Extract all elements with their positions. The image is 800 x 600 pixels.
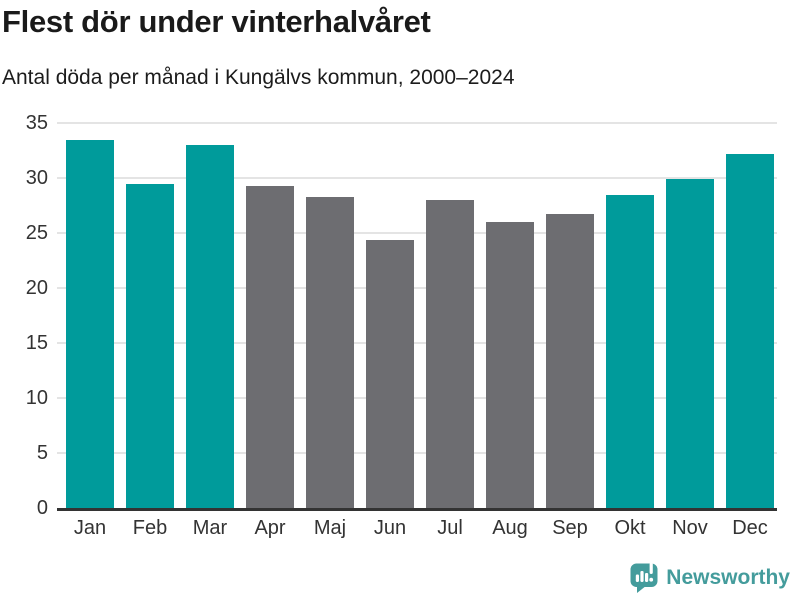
bar-okt xyxy=(606,194,654,508)
x-tick-label-jun: Jun xyxy=(373,517,407,539)
bar-apr xyxy=(246,185,294,508)
x-tick-label-mar: Mar xyxy=(192,517,228,539)
x-tick-label-dec: Dec xyxy=(732,517,768,539)
bar-aug xyxy=(486,222,534,508)
bar-sep xyxy=(546,214,594,508)
x-tick-label-aug: Aug xyxy=(492,517,528,539)
x-tick-label-maj: Maj xyxy=(313,517,347,539)
y-tick-label-0: 0 xyxy=(36,497,48,519)
x-tick-label-jan: Jan xyxy=(73,517,107,539)
y-tick-label-30: 30 xyxy=(25,167,48,189)
gridline-y-30 xyxy=(57,177,777,179)
gridline-y-20 xyxy=(57,287,777,289)
newsworthy-logo-text: Newsworthy xyxy=(666,565,790,589)
bar-mar xyxy=(186,145,234,508)
gridline-y-25 xyxy=(57,232,777,234)
y-tick-label-10: 10 xyxy=(25,387,48,409)
gridline-y-10 xyxy=(57,397,777,399)
y-tick-label-20: 20 xyxy=(25,277,48,299)
bar-jul xyxy=(426,200,474,508)
x-tick-label-feb: Feb xyxy=(132,517,168,539)
chart-title: Flest dör under vinterhalvåret xyxy=(2,4,431,39)
x-tick-label-jul: Jul xyxy=(437,517,463,539)
bar-nov xyxy=(666,179,714,508)
bar-jan xyxy=(66,139,114,508)
bar-dec xyxy=(726,153,774,508)
gridline-y-5 xyxy=(57,452,777,454)
y-tick-label-35: 35 xyxy=(25,112,48,134)
newsworthy-logo: Newsworthy xyxy=(629,561,790,594)
chart-subtitle: Antal döda per månad i Kungälvs kommun, … xyxy=(2,66,515,89)
bar-jun xyxy=(366,239,414,508)
gridline-y-35 xyxy=(57,122,777,124)
gridline-y-15 xyxy=(57,342,777,344)
x-tick-label-sep: Sep xyxy=(552,517,588,539)
y-tick-label-5: 5 xyxy=(36,442,48,464)
x-tick-label-apr: Apr xyxy=(254,517,286,539)
x-tick-label-nov: Nov xyxy=(672,517,708,539)
bar-maj xyxy=(306,196,354,508)
x-tick-label-okt: Okt xyxy=(614,517,646,539)
newsworthy-speech-bubble-bar-chart-icon xyxy=(630,562,658,593)
plot-area xyxy=(57,122,777,511)
y-tick-label-25: 25 xyxy=(25,222,48,244)
y-tick-label-15: 15 xyxy=(25,332,48,354)
bar-feb xyxy=(126,183,174,508)
